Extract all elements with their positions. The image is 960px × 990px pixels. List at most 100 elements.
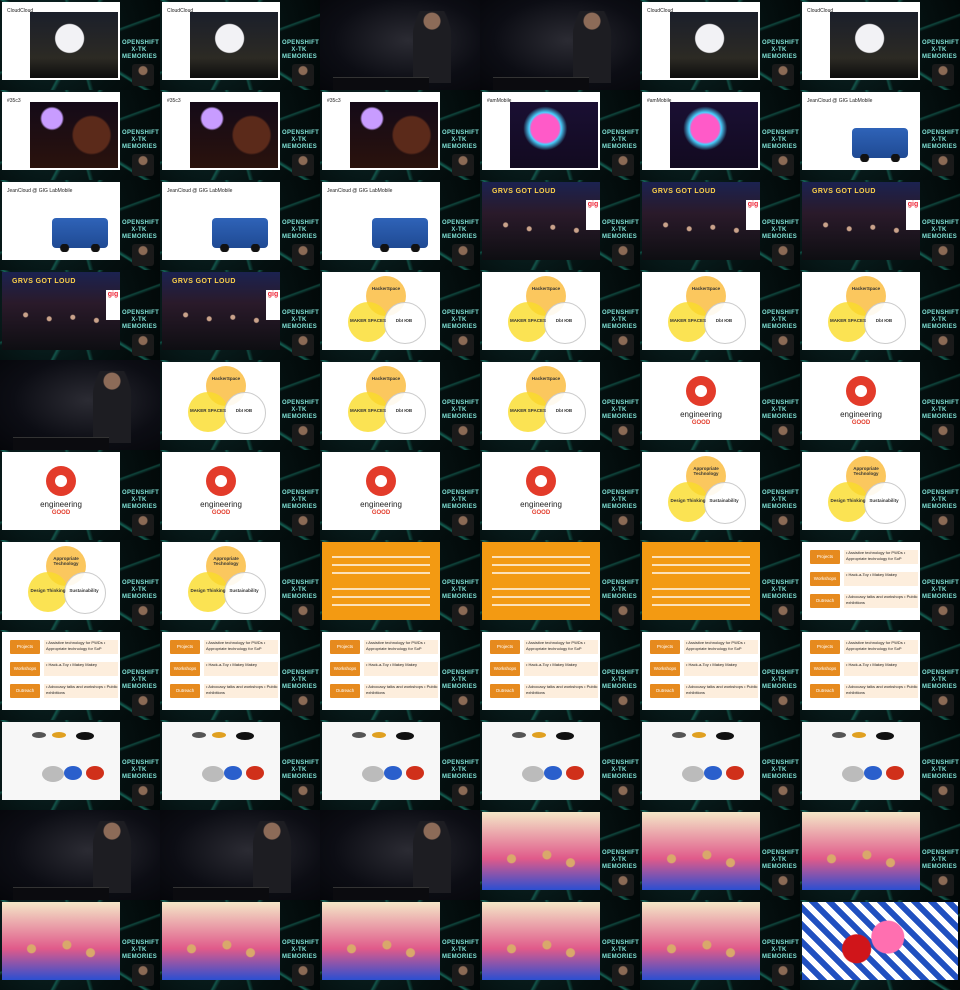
speaker-inset <box>132 784 154 806</box>
video-thumbnail[interactable]: JeanCloud @ GIG LabMobile OPENSHIFT X-TK ME… <box>0 180 160 270</box>
video-thumbnail[interactable]: OPENSHIFT X-TK MEMORIES <box>320 540 480 630</box>
video-thumbnail[interactable]: CloudCloud OPENSHIFT X-TK MEMORIES <box>640 0 800 90</box>
video-thumbnail[interactable]: OPENSHIFT X-TK MEMORIES <box>480 810 640 900</box>
video-thumbnail[interactable]: engineering GOOD OPENSHIFT X-TK MEMORIES <box>640 360 800 450</box>
text-line <box>492 556 590 558</box>
venn-circle <box>668 482 708 522</box>
video-thumbnail[interactable]: HackerSpace MAKER SPACES DbI ЮB OPENSHIFT X-… <box>160 360 320 450</box>
program-items: • Hack-a-Toy • Makey Makey <box>44 662 118 676</box>
video-thumbnail[interactable] <box>0 360 160 450</box>
video-thumbnail[interactable]: OPENSHIFT X-TK MEMORIES <box>480 900 640 990</box>
video-thumbnail[interactable]: engineering GOOD OPENSHIFT X-TK MEMORIES <box>800 360 960 450</box>
brand-line: MEMORIES <box>762 864 798 870</box>
program-items: • Assistive technology for PWDs • Approp… <box>684 640 758 654</box>
brand-line: OPENSHIFT <box>122 580 160 586</box>
brand-line: X-TK <box>131 47 147 53</box>
eg-title: engineering <box>680 410 722 419</box>
video-thumbnail[interactable]: GRVS GOT LOUD gig OPENSHIFT X-TK MEMORIES <box>640 180 800 270</box>
device <box>852 732 866 738</box>
video-thumbnail[interactable]: Appropriate Technology Design Thinking Sus… <box>800 450 960 540</box>
video-thumbnail[interactable]: HackerSpace MAKER SPACES DbI ЮB OPENSHIFT X-… <box>320 270 480 360</box>
video-thumbnail[interactable]: JeanCloud @ GIG LabMobile OPENSHIFT X-TK ME… <box>320 180 480 270</box>
video-thumbnail[interactable]: #amMobile OPENSHIFT X-TK MEMORIES <box>480 90 640 180</box>
video-thumbnail[interactable] <box>160 810 320 900</box>
video-thumbnail[interactable]: Appropriate Technology Design Thinking Sus… <box>640 450 800 540</box>
video-thumbnail[interactable]: HackerSpace MAKER SPACES DbI ЮB OPENSHIFT X-… <box>320 360 480 450</box>
video-thumbnail[interactable]: JeanCloud @ GIG LabMobile OPENSHIFT X-TK ME… <box>800 90 960 180</box>
video-thumbnail[interactable]: OPENSHIFT X-TK MEMORIES <box>800 720 960 810</box>
video-thumbnail[interactable]: engineering GOOD OPENSHIFT X-TK MEMORIES <box>320 450 480 540</box>
video-thumbnail[interactable]: HackerSpace MAKER SPACES DbI ЮB OPENSHIFT X-… <box>480 360 640 450</box>
video-thumbnail[interactable] <box>320 810 480 900</box>
speaker-inset <box>452 244 474 266</box>
speaker-inset <box>452 964 474 986</box>
video-thumbnail[interactable]: OPENSHIFT X-TK MEMORIES <box>160 720 320 810</box>
speaker-inset <box>772 964 794 986</box>
video-thumbnail[interactable] <box>800 900 960 990</box>
video-thumbnail[interactable]: CloudCloud OPENSHIFT X-TK MEMORIES <box>160 0 320 90</box>
video-thumbnail[interactable]: OPENSHIFT X-TK MEMORIES <box>320 720 480 810</box>
video-thumbnail[interactable] <box>0 810 160 900</box>
video-thumbnail[interactable]: OPENSHIFT X-TK MEMORIES <box>640 720 800 810</box>
venn-label-b: MAKER SPACES <box>510 408 546 413</box>
brand-line: X-TK <box>451 947 467 953</box>
speaker-inset <box>772 874 794 896</box>
video-thumbnail[interactable] <box>320 0 480 90</box>
brand-line: X-TK <box>131 587 147 593</box>
video-thumbnail[interactable]: HackerSpace MAKER SPACES DbI ЮB OPENSHIFT X-… <box>480 270 640 360</box>
video-thumbnail[interactable]: GRVS GOT LOUD gig OPENSHIFT X-TK MEMORIES <box>160 270 320 360</box>
video-thumbnail[interactable]: Projects • Assistive technology for PWDs … <box>0 630 160 720</box>
video-thumbnail[interactable]: engineering GOOD OPENSHIFT X-TK MEMORIES <box>160 450 320 540</box>
crowd-photo: GRVS GOT LOUD gig <box>482 182 600 260</box>
video-thumbnail[interactable]: Appropriate Technology Design Thinking Sus… <box>0 540 160 630</box>
video-thumbnail[interactable]: Projects • Assistive technology for PWDs … <box>480 630 640 720</box>
slide: engineering GOOD <box>802 362 920 440</box>
video-thumbnail[interactable]: #amMobile OPENSHIFT X-TK MEMORIES <box>640 90 800 180</box>
video-thumbnail[interactable]: OPENSHIFT X-TK MEMORIES <box>0 900 160 990</box>
video-thumbnail[interactable]: engineering GOOD OPENSHIFT X-TK MEMORIES <box>0 450 160 540</box>
video-thumbnail[interactable]: GRVS GOT LOUD gig OPENSHIFT X-TK MEMORIES <box>480 180 640 270</box>
video-thumbnail[interactable]: HackerSpace MAKER SPACES DbI ЮB OPENSHIFT X-… <box>800 270 960 360</box>
video-thumbnail[interactable]: Appropriate Technology Design Thinking Sus… <box>160 540 320 630</box>
video-thumbnail[interactable]: Projects • Assistive technology for PWDs … <box>320 630 480 720</box>
device <box>76 732 94 740</box>
video-thumbnail[interactable]: #35c3 OPENSHIFT X-TK MEMORIES <box>160 90 320 180</box>
video-thumbnail[interactable]: OPENSHIFT X-TK MEMORIES <box>640 900 800 990</box>
video-thumbnail[interactable]: OPENSHIFT X-TK MEMORIES <box>0 720 160 810</box>
video-thumbnail[interactable]: CloudCloud OPENSHIFT X-TK MEMORIES <box>800 0 960 90</box>
brand-line: MEMORIES <box>442 234 478 240</box>
video-thumbnail[interactable]: OPENSHIFT X-TK MEMORIES <box>480 720 640 810</box>
brand-line: X-TK <box>291 317 307 323</box>
video-thumbnail[interactable]: OPENSHIFT X-TK MEMORIES <box>800 810 960 900</box>
video-thumbnail[interactable]: #35c3 OPENSHIFT X-TK MEMORIES <box>320 90 480 180</box>
program-label: Workshops <box>10 662 40 676</box>
video-thumbnail[interactable]: JeanCloud @ GIG LabMobile OPENSHIFT X-TK ME… <box>160 180 320 270</box>
video-thumbnail[interactable]: GRVS GOT LOUD gig OPENSHIFT X-TK MEMORIES <box>800 180 960 270</box>
video-thumbnail[interactable]: Projects • Assistive technology for PWDs … <box>800 630 960 720</box>
brand-line: MEMORIES <box>762 144 798 150</box>
brand-logo: OPENSHIFT X-TK MEMORIES <box>762 310 799 331</box>
video-thumbnail[interactable]: OPENSHIFT X-TK MEMORIES <box>640 540 800 630</box>
gig-logo: gig <box>266 290 280 320</box>
video-thumbnail[interactable]: OPENSHIFT X-TK MEMORIES <box>320 900 480 990</box>
video-thumbnail[interactable]: OPENSHIFT X-TK MEMORIES <box>160 900 320 990</box>
video-thumbnail[interactable]: Projects • Assistive technology for PWDs … <box>160 630 320 720</box>
video-thumbnail[interactable]: OPENSHIFT X-TK MEMORIES <box>480 540 640 630</box>
video-thumbnail[interactable]: Projects • Assistive technology for PWDs … <box>640 630 800 720</box>
brand-line: X-TK <box>771 137 787 143</box>
workshop-photo <box>482 812 600 890</box>
video-thumbnail[interactable]: engineering GOOD OPENSHIFT X-TK MEMORIES <box>480 450 640 540</box>
brand-line: X-TK <box>451 497 467 503</box>
brand-logo: OPENSHIFT X-TK MEMORIES <box>602 220 639 241</box>
brand-line: OPENSHIFT <box>282 130 320 136</box>
video-thumbnail[interactable]: HackerSpace MAKER SPACES DbI ЮB OPENSHIFT X-… <box>640 270 800 360</box>
video-thumbnail[interactable]: Projects • Assistive technology for PWDs … <box>800 540 960 630</box>
video-thumbnail[interactable]: GRVS GOT LOUD gig OPENSHIFT X-TK MEMORIES <box>0 270 160 360</box>
video-thumbnail[interactable]: #35c3 OPENSHIFT X-TK MEMORIES <box>0 90 160 180</box>
video-thumbnail[interactable] <box>480 0 640 90</box>
video-thumbnail[interactable]: CloudCloud OPENSHIFT X-TK MEMORIES <box>0 0 160 90</box>
video-thumbnail[interactable]: OPENSHIFT X-TK MEMORIES <box>640 810 800 900</box>
brand-line: X-TK <box>451 137 467 143</box>
brand-logo: OPENSHIFT X-TK MEMORIES <box>602 400 639 421</box>
